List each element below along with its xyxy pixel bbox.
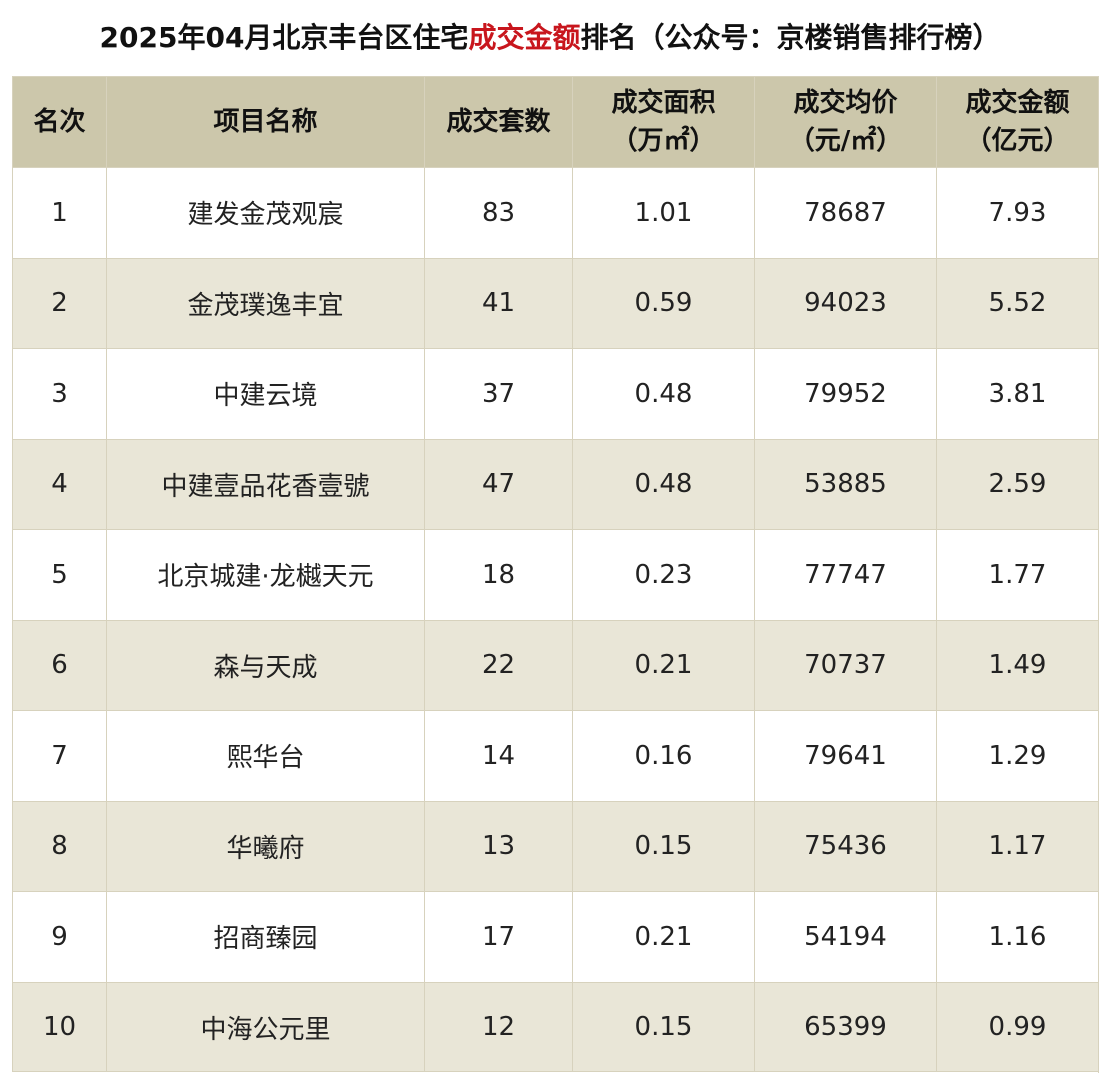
table-row: 5 北京城建·龙樾天元 18 0.23 77747 1.77 — [12, 529, 1099, 621]
cell-rank: 10 — [12, 981, 107, 1073]
cell-price: 54194 — [754, 891, 937, 983]
cell-units: 47 — [424, 438, 573, 530]
cell-units: 41 — [424, 257, 573, 349]
header-name-label: 项目名称 — [213, 107, 318, 137]
cell-rank: 7 — [12, 710, 107, 802]
cell-amount: 1.49 — [936, 619, 1099, 711]
cell-area: 0.21 — [572, 891, 755, 983]
table-next-row-edge — [12, 1071, 1098, 1081]
cell-price: 75436 — [754, 800, 937, 892]
cell-price: 65399 — [754, 981, 937, 1073]
cell-amount: 3.81 — [936, 348, 1099, 440]
cell-units: 14 — [424, 710, 573, 802]
cell-area: 0.59 — [572, 257, 755, 349]
title-suffix: 排名（公众号：京楼销售排行榜） — [580, 21, 1001, 54]
table-row: 4 中建壹品花香壹號 47 0.48 53885 2.59 — [12, 438, 1099, 530]
cell-units: 37 — [424, 348, 573, 440]
header-amount: 成交金额 （亿元） — [936, 76, 1099, 168]
header-area-label: 成交面积 — [611, 88, 716, 118]
cell-name: 建发金茂观宸 — [106, 167, 425, 259]
cell-area: 0.48 — [572, 348, 755, 440]
table-row: 1 建发金茂观宸 83 1.01 78687 7.93 — [12, 167, 1099, 259]
table-row: 2 金茂璞逸丰宜 41 0.59 94023 5.52 — [12, 257, 1099, 349]
header-rank-label: 名次 — [33, 107, 86, 137]
cell-rank: 8 — [12, 800, 107, 892]
cell-name: 华曦府 — [106, 800, 425, 892]
cell-price: 53885 — [754, 438, 937, 530]
header-price-unit: （元/㎡） — [788, 126, 903, 156]
cell-name: 中建云境 — [106, 348, 425, 440]
cell-price: 78687 — [754, 167, 937, 259]
table-row: 10 中海公元里 12 0.15 65399 0.99 — [12, 981, 1099, 1073]
cell-area: 0.23 — [572, 529, 755, 621]
cell-price: 79641 — [754, 710, 937, 802]
cell-area: 0.21 — [572, 619, 755, 711]
cell-area: 0.48 — [572, 438, 755, 530]
table-row: 9 招商臻园 17 0.21 54194 1.16 — [12, 891, 1099, 983]
cell-area: 1.01 — [572, 167, 755, 259]
cell-rank: 5 — [12, 529, 107, 621]
cell-rank: 2 — [12, 257, 107, 349]
cell-name: 中建壹品花香壹號 — [106, 438, 425, 530]
table-header-row: 名次 项目名称 成交套数 成交面积 （万㎡） 成交均价 （元/㎡） 成交金额 （… — [12, 76, 1099, 168]
table-row: 3 中建云境 37 0.48 79952 3.81 — [12, 348, 1099, 440]
header-rank: 名次 — [12, 76, 107, 168]
cell-amount: 5.52 — [936, 257, 1099, 349]
cell-units: 83 — [424, 167, 573, 259]
header-area: 成交面积 （万㎡） — [572, 76, 755, 168]
cell-units: 13 — [424, 800, 573, 892]
ranking-table: 名次 项目名称 成交套数 成交面积 （万㎡） 成交均价 （元/㎡） 成交金额 （… — [12, 76, 1099, 1073]
cell-price: 77747 — [754, 529, 937, 621]
cell-name: 金茂璞逸丰宜 — [106, 257, 425, 349]
cell-area: 0.15 — [572, 981, 755, 1073]
cell-amount: 1.29 — [936, 710, 1099, 802]
cell-price: 94023 — [754, 257, 937, 349]
cell-name: 招商臻园 — [106, 891, 425, 983]
cell-name: 森与天成 — [106, 619, 425, 711]
cell-price: 70737 — [754, 619, 937, 711]
cell-amount: 1.77 — [936, 529, 1099, 621]
header-price-label: 成交均价 — [793, 88, 898, 118]
cell-rank: 6 — [12, 619, 107, 711]
cell-rank: 4 — [12, 438, 107, 530]
cell-amount: 1.17 — [936, 800, 1099, 892]
cell-area: 0.16 — [572, 710, 755, 802]
cell-area: 0.15 — [572, 800, 755, 892]
cell-units: 12 — [424, 981, 573, 1073]
header-price: 成交均价 （元/㎡） — [754, 76, 937, 168]
cell-amount: 1.16 — [936, 891, 1099, 983]
cell-price: 79952 — [754, 348, 937, 440]
header-units-label: 成交套数 — [446, 107, 551, 137]
page-title: 2025年04月北京丰台区住宅 成交金额 排名（公众号：京楼销售排行榜） — [0, 0, 1100, 72]
header-amount-label: 成交金额 — [965, 88, 1070, 118]
cell-units: 17 — [424, 891, 573, 983]
cell-units: 18 — [424, 529, 573, 621]
title-prefix: 2025年04月北京丰台区住宅 — [99, 21, 469, 54]
header-amount-unit: （亿元） — [965, 126, 1070, 156]
cell-rank: 9 — [12, 891, 107, 983]
table-row: 6 森与天成 22 0.21 70737 1.49 — [12, 619, 1099, 711]
cell-rank: 3 — [12, 348, 107, 440]
cell-name: 北京城建·龙樾天元 — [106, 529, 425, 621]
cell-amount: 7.93 — [936, 167, 1099, 259]
header-name: 项目名称 — [106, 76, 425, 168]
table-row: 8 华曦府 13 0.15 75436 1.17 — [12, 800, 1099, 892]
header-units: 成交套数 — [424, 76, 573, 168]
cell-amount: 0.99 — [936, 981, 1099, 1073]
cell-name: 中海公元里 — [106, 981, 425, 1073]
cell-units: 22 — [424, 619, 573, 711]
header-area-unit: （万㎡） — [611, 126, 716, 156]
cell-rank: 1 — [12, 167, 107, 259]
cell-amount: 2.59 — [936, 438, 1099, 530]
cell-name: 熙华台 — [106, 710, 425, 802]
table-row: 7 熙华台 14 0.16 79641 1.29 — [12, 710, 1099, 802]
title-highlight: 成交金额 — [468, 21, 581, 54]
